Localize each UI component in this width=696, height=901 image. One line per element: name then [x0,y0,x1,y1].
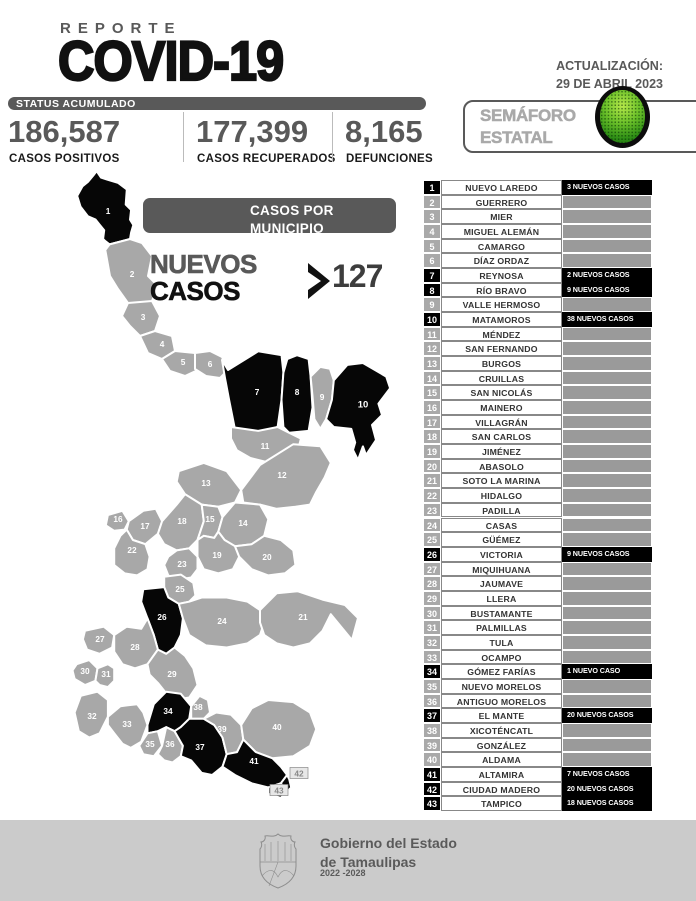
svg-text:28: 28 [130,642,140,652]
svg-text:17: 17 [140,521,150,531]
svg-text:22: 22 [127,545,137,555]
svg-text:29: 29 [167,669,177,679]
svg-text:2: 2 [130,269,135,279]
svg-text:25: 25 [175,584,185,594]
svg-text:9: 9 [320,392,325,402]
svg-text:34: 34 [163,706,173,716]
svg-text:10: 10 [358,400,369,411]
svg-text:30: 30 [80,666,90,676]
svg-text:23: 23 [177,559,187,569]
svg-text:18: 18 [177,516,187,526]
svg-text:7: 7 [255,387,260,397]
svg-text:21: 21 [298,612,308,622]
svg-text:40: 40 [272,722,282,732]
svg-text:11: 11 [261,441,270,451]
svg-text:24: 24 [217,616,227,626]
svg-text:15: 15 [205,514,215,524]
svg-text:38: 38 [193,702,203,712]
svg-text:20: 20 [262,552,272,562]
svg-text:32: 32 [87,711,97,721]
svg-text:36: 36 [165,739,175,749]
svg-text:14: 14 [238,518,248,528]
svg-text:19: 19 [212,550,222,560]
svg-text:33: 33 [122,719,132,729]
svg-text:5: 5 [181,357,186,367]
svg-text:35: 35 [145,739,155,749]
svg-text:4: 4 [160,339,165,349]
svg-text:8: 8 [295,387,300,397]
svg-text:16: 16 [113,514,123,524]
svg-text:41: 41 [249,756,259,766]
svg-text:3: 3 [141,312,146,322]
svg-text:13: 13 [201,478,211,488]
svg-text:1: 1 [106,206,111,216]
svg-text:26: 26 [157,612,167,622]
svg-text:6: 6 [208,359,213,369]
svg-text:12: 12 [277,470,287,480]
svg-text:39: 39 [217,724,227,734]
svg-text:43: 43 [274,786,284,796]
svg-text:37: 37 [195,742,205,752]
svg-text:27: 27 [95,634,105,644]
svg-text:31: 31 [101,669,111,679]
svg-text:42: 42 [294,769,304,779]
